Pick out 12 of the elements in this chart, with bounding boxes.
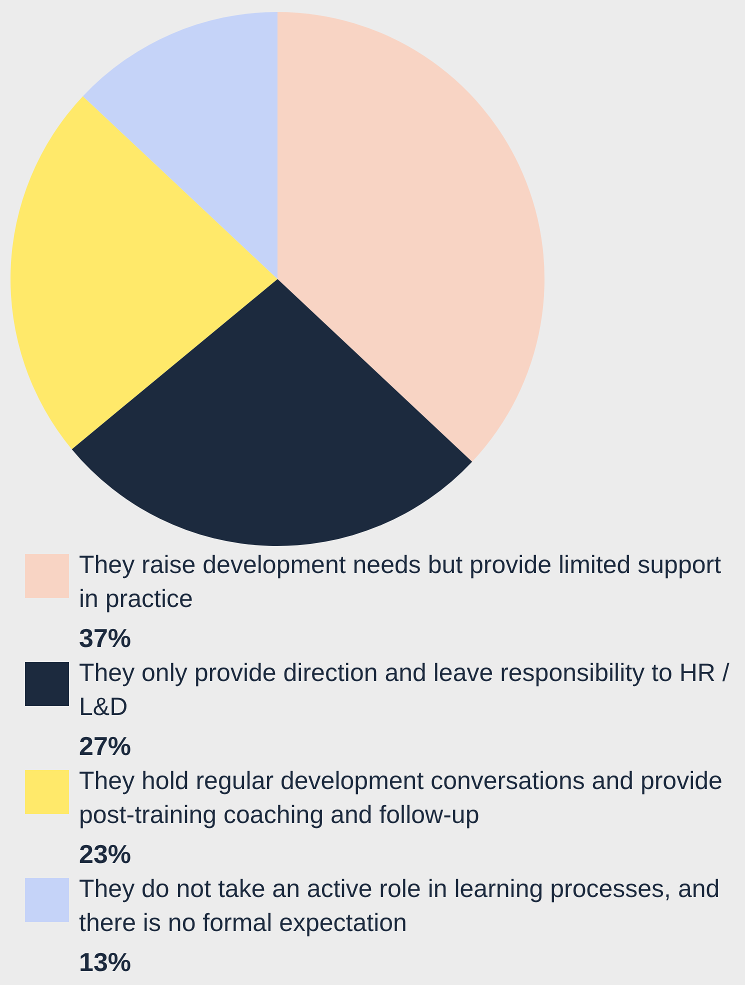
legend-label: They only provide direction and leave responsibility to HR / L&D bbox=[79, 658, 730, 723]
data-label: 27% bbox=[79, 730, 132, 763]
data-label: 37% bbox=[79, 622, 132, 655]
legend-label: They raise development needs but provide limited support in practice bbox=[79, 550, 722, 615]
pie-slice bbox=[10, 96, 278, 450]
data-label: 23% bbox=[79, 838, 132, 871]
pie-slice bbox=[72, 279, 472, 546]
data-label: 13% bbox=[79, 946, 132, 979]
pie-slice bbox=[82, 12, 278, 279]
legend-label: They do not take an active role in learning processes, and there is no formal expectation bbox=[79, 874, 721, 939]
legend-label: They hold regular development conversations and provide post-training coaching and follow-up bbox=[79, 766, 724, 831]
pie-slice bbox=[278, 12, 544, 462]
